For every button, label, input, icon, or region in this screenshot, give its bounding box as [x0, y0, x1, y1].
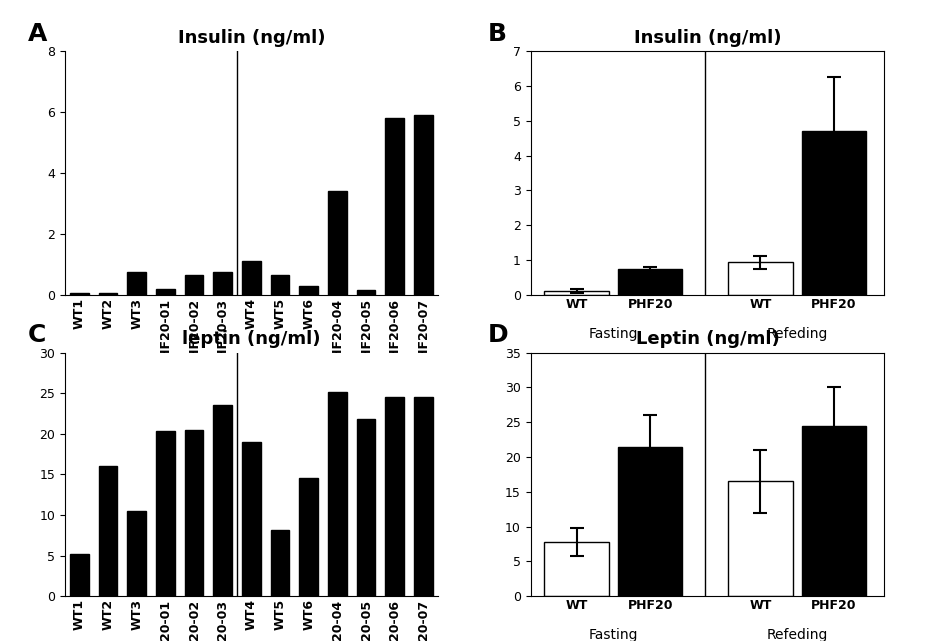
Text: B: B	[488, 22, 507, 46]
Bar	[156, 288, 175, 295]
Bar	[242, 262, 261, 295]
Bar	[128, 272, 146, 295]
Bar	[70, 554, 88, 596]
Bar	[545, 542, 609, 596]
Text: Refeding: Refeding	[314, 387, 375, 401]
Bar	[242, 442, 261, 596]
Bar	[385, 397, 404, 596]
Text: Fasting: Fasting	[588, 628, 638, 641]
Bar	[328, 392, 346, 596]
Text: Refeding: Refeding	[766, 326, 828, 340]
Bar	[213, 272, 232, 295]
Bar	[300, 478, 318, 596]
Title: Leptin (ng/ml): Leptin (ng/ml)	[636, 330, 779, 348]
Bar	[99, 294, 117, 295]
Bar	[128, 511, 146, 596]
Bar	[300, 286, 318, 295]
Bar	[213, 405, 232, 596]
Bar	[99, 466, 117, 596]
Bar	[357, 419, 375, 596]
Bar	[328, 191, 346, 295]
Bar	[385, 118, 404, 295]
Bar	[271, 275, 290, 295]
Bar	[618, 447, 682, 596]
Bar	[184, 275, 203, 295]
Bar	[70, 294, 88, 295]
Bar	[414, 115, 433, 295]
Text: D: D	[488, 323, 509, 347]
Text: Refeding: Refeding	[766, 628, 828, 641]
Bar	[802, 426, 866, 596]
Bar	[357, 290, 375, 295]
Bar	[184, 429, 203, 596]
Bar	[414, 397, 433, 596]
Bar	[802, 131, 866, 295]
Title: leptin (ng/ml): leptin (ng/ml)	[182, 330, 320, 348]
Bar	[728, 263, 792, 295]
Bar	[271, 529, 290, 596]
Text: Fasting: Fasting	[118, 387, 168, 401]
Bar	[728, 481, 792, 596]
Bar	[156, 431, 175, 596]
Text: C: C	[28, 323, 47, 347]
Text: A: A	[28, 22, 47, 46]
Title: Insulin (ng/ml): Insulin (ng/ml)	[634, 29, 781, 47]
Bar	[545, 290, 609, 295]
Bar	[618, 269, 682, 295]
Title: Insulin (ng/ml): Insulin (ng/ml)	[178, 29, 325, 47]
Text: Fasting: Fasting	[588, 326, 638, 340]
